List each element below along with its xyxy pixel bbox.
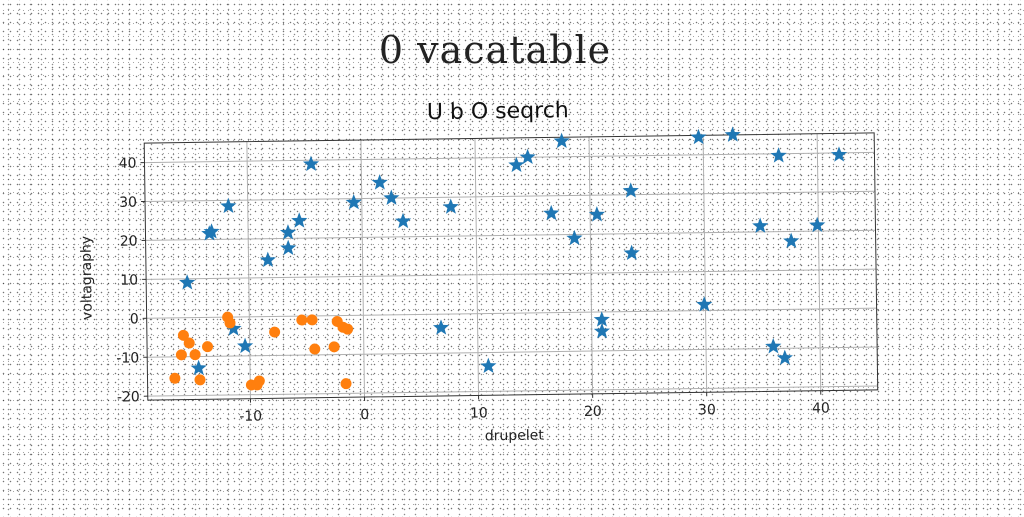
y-tick-label: 40 <box>119 156 137 172</box>
scatter-point-star <box>260 252 276 268</box>
scatter-point-star <box>346 194 362 210</box>
y-tick-label: -10 <box>116 350 139 366</box>
scatter-point-star <box>433 319 449 335</box>
scatter-point-dot <box>169 373 180 384</box>
y-gridline <box>147 308 877 318</box>
x-axis-label: drupelet <box>485 428 545 445</box>
scatter-point-star <box>809 217 825 233</box>
scatter-point-star <box>443 198 459 214</box>
x-gridline <box>475 138 479 395</box>
scatter-point-star <box>725 126 741 142</box>
y-tick-label: -20 <box>117 389 140 405</box>
scatter-point-dot <box>194 374 205 385</box>
tick-layer: -10 0 10 20 30 40 -20 -10 0 10 20 30 40 <box>114 146 830 426</box>
x-tick-label: 0 <box>360 407 369 423</box>
scatter-point-dot <box>269 327 280 338</box>
x-gridline <box>817 134 821 391</box>
scatter-point-star <box>777 349 793 365</box>
scatter-point-star <box>291 212 307 228</box>
chart-title: U b O seqrch <box>427 98 569 125</box>
scatter-point-star <box>280 240 296 256</box>
scatter-point-star <box>765 338 781 354</box>
scatter-point-star <box>508 157 524 173</box>
scatter-point-dot <box>202 341 213 352</box>
y-tick-label: 10 <box>120 272 138 288</box>
scatter-point-star <box>280 224 296 240</box>
x-gridline <box>703 135 707 392</box>
y-gridline <box>147 347 877 357</box>
scatter-point-star <box>623 182 639 198</box>
scatter-point-star <box>520 149 536 165</box>
mark-layer <box>166 125 850 392</box>
scatter-point-star <box>480 357 496 373</box>
scatter-point-star <box>783 233 799 249</box>
y-gridline <box>146 269 876 279</box>
x-tick-label: 30 <box>698 402 716 418</box>
y-tick-label: 30 <box>119 195 137 211</box>
grid-layer <box>144 133 878 400</box>
scatter-point-dot <box>329 341 340 352</box>
y-tick-label: 20 <box>120 234 138 250</box>
scatter-point-star <box>190 360 206 376</box>
scatter-point-star <box>770 147 786 163</box>
x-tick-label: 40 <box>812 401 830 417</box>
y-tick-label: 0 <box>130 311 139 327</box>
x-gridline <box>361 140 365 397</box>
scatter-point-dot <box>190 349 201 360</box>
scatter-point-star <box>752 217 768 233</box>
scatter-point-star <box>237 338 253 354</box>
scatter-point-star <box>179 274 195 290</box>
scatter-point-star <box>831 146 847 162</box>
plot-group: U b O seqrch -10 0 10 20 30 40 -20 -10 0 10 20 30 40… <box>77 94 879 450</box>
y-gridline <box>145 191 875 201</box>
scatter-point-star <box>395 213 411 229</box>
plot-area-frame <box>144 133 878 400</box>
scatter-point-star <box>696 296 712 312</box>
x-tick-label: -10 <box>239 408 262 424</box>
scatter-point-dot <box>309 343 320 354</box>
scatter-point-star <box>383 189 399 205</box>
x-gridline <box>247 142 251 399</box>
y-gridline <box>146 230 876 240</box>
scatter-point-dot <box>176 349 187 360</box>
scatter-point-star <box>566 230 582 246</box>
scatter-point-star <box>303 156 319 172</box>
scatter-point-star <box>624 245 640 261</box>
scatter-point-dot <box>340 378 351 389</box>
y-gridline <box>144 152 874 162</box>
scatter-point-star <box>543 205 559 221</box>
scatter-point-star <box>553 133 569 149</box>
y-axis-label: voltagraphy <box>79 236 96 320</box>
scatter-point-star <box>372 174 388 190</box>
scatter-point-star <box>690 129 706 145</box>
scatter-point-star <box>594 323 610 339</box>
x-tick-label: 20 <box>584 404 602 420</box>
x-gridline <box>589 137 593 394</box>
scatter-point-star <box>589 206 605 222</box>
x-tick-label: 10 <box>470 405 488 421</box>
